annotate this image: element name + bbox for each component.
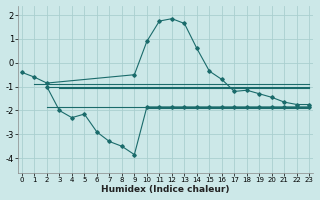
X-axis label: Humidex (Indice chaleur): Humidex (Indice chaleur)	[101, 185, 230, 194]
